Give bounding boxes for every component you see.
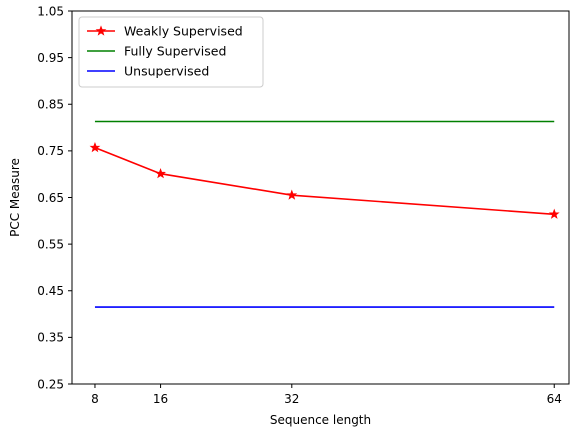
x-tick-label: 32	[284, 392, 299, 406]
x-tick-label: 8	[91, 392, 99, 406]
series-layer	[89, 120, 560, 308]
data-point-weakly-supervised	[286, 189, 298, 200]
plot-frame	[71, 10, 570, 385]
legend-label-unsupervised: Unsupervised	[124, 64, 209, 79]
legend: Weakly Supervised Fully Supervised Unsuper…	[78, 16, 264, 88]
y-tick-label: 0.55	[37, 237, 64, 251]
series-line-weakly-supervised	[94, 146, 555, 216]
y-tick-label: 0.65	[37, 191, 64, 205]
data-point-weakly-supervised	[548, 208, 560, 219]
y-tick-label: 0.25	[37, 377, 64, 391]
y-axis: 0.25 0.35 0.45 0.55 0.65 0.75 0.85 0.95 1.05	[37, 4, 72, 391]
x-axis: 8 16 32 64	[91, 384, 562, 406]
legend-label-fully-supervised: Fully Supervised	[124, 44, 226, 59]
y-tick-label: 0.85	[37, 98, 64, 112]
x-tick-label: 64	[547, 392, 562, 406]
y-tick-label: 0.35	[37, 331, 64, 345]
legend-marker-weakly-supervised	[95, 25, 107, 36]
x-axis-label: Sequence length	[270, 413, 371, 427]
x-tick-label: 16	[153, 392, 168, 406]
y-tick-label: 1.05	[37, 4, 64, 18]
y-tick-label: 0.95	[37, 51, 64, 65]
y-tick-label: 0.75	[37, 144, 64, 158]
y-axis-label: PCC Measure	[8, 158, 22, 237]
legend-label-weakly-supervised: Weakly Supervised	[124, 24, 243, 39]
data-point-weakly-supervised	[155, 168, 166, 179]
data-point-weakly-supervised	[89, 141, 101, 153]
legend-box	[78, 16, 264, 88]
y-tick-label: 0.45	[37, 284, 64, 298]
